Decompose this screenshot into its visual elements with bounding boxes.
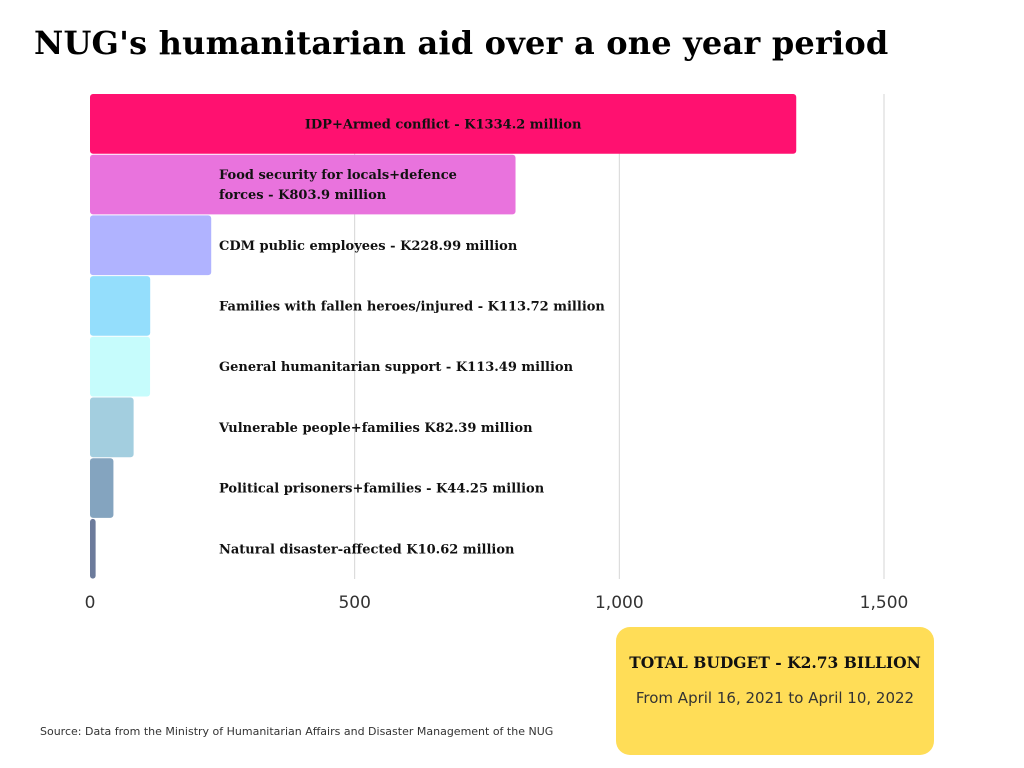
bar-label-6: Political prisoners+families - K44.25 mi… <box>219 482 545 497</box>
bar-2 <box>90 215 212 276</box>
chart-title: NUG's humanitarian aid over a one year p… <box>34 24 889 62</box>
total-budget-box: TOTAL BUDGET - K2.73 BILLION From April … <box>616 627 934 755</box>
bar-label-3: Families with fallen heroes/injured - K1… <box>219 299 605 314</box>
x-tick-label-1: 500 <box>338 593 370 613</box>
x-axis-ticks: 0 500 1,000 1,500 <box>85 593 909 613</box>
bar-label-0: IDP+Armed conflict - K1334.2 million <box>305 117 582 132</box>
bar-label-7: Natural disaster-affected K10.62 million <box>219 542 515 557</box>
bar-1 <box>90 154 516 215</box>
bar-4 <box>90 336 151 397</box>
bar-0 <box>90 94 797 154</box>
bar-6 <box>90 458 114 518</box>
total-budget-title: TOTAL BUDGET - K2.73 BILLION <box>629 653 921 672</box>
x-tick-label-0: 0 <box>85 593 96 613</box>
source-note: Source: Data from the Ministry of Humani… <box>40 725 554 738</box>
total-budget-period: From April 16, 2021 to April 10, 2022 <box>635 689 915 707</box>
x-tick-label-2: 1,000 <box>595 593 644 613</box>
bar-label-5: Vulnerable people+families K82.39 millio… <box>218 421 533 436</box>
bar-label-1: Food security for locals+defence forces -… <box>219 168 457 203</box>
bar-3 <box>90 276 151 336</box>
bar-chart: IDP+Armed conflict - K1334.2 million Food… <box>85 94 909 613</box>
bar-5 <box>90 397 134 458</box>
bar-label-2: CDM public employees - K228.99 million <box>219 239 518 254</box>
x-tick-label-3: 1,500 <box>860 593 909 613</box>
bar-labels: IDP+Armed conflict - K1334.2 million Food… <box>218 117 605 557</box>
bar-7 <box>90 518 96 579</box>
bars <box>90 94 797 579</box>
bar-label-4: General humanitarian support - K113.49 m… <box>219 360 574 375</box>
